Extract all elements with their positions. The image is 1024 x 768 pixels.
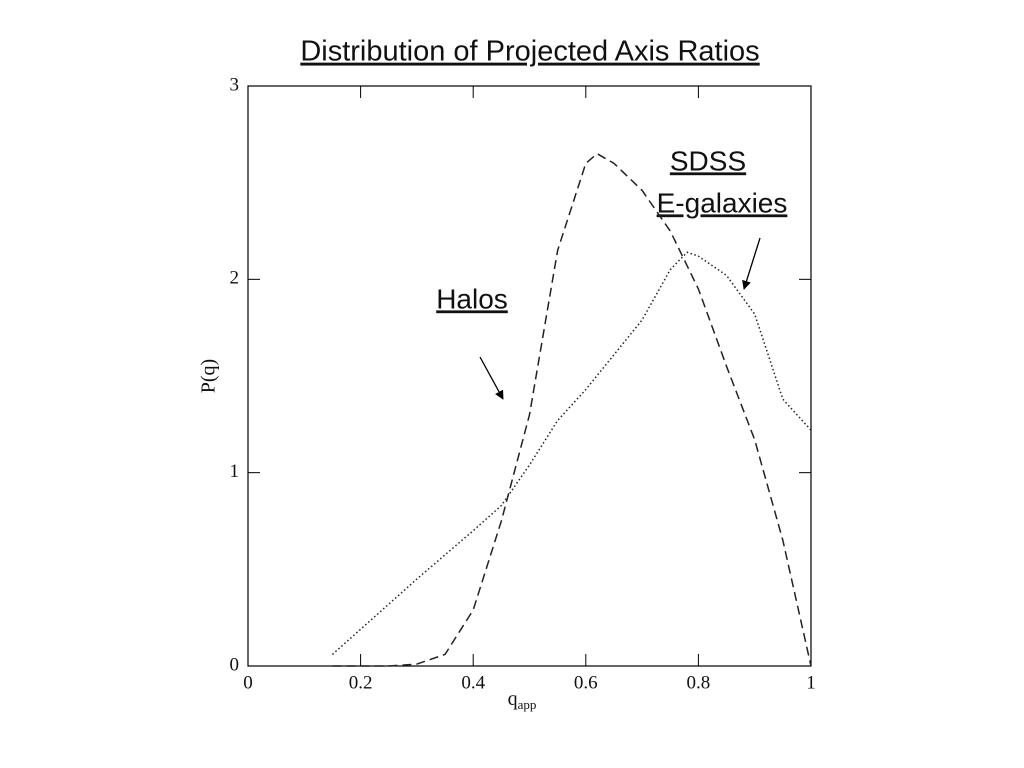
annotation: Halos (436, 283, 508, 314)
x-tick-label: 0.2 (349, 672, 373, 693)
x-label-main: q (508, 688, 518, 710)
x-tick-label: 0.8 (687, 672, 711, 693)
chart-title: Distribution of Projected Axis Ratios (300, 36, 759, 68)
x-axis-label: qapp (508, 688, 537, 712)
y-tick-label: 3 (230, 74, 240, 95)
y-tick-label: 0 (230, 654, 240, 675)
arrow (742, 237, 761, 290)
y-tick-label: 2 (230, 268, 240, 289)
data-line (332, 152, 812, 667)
arrow (479, 356, 504, 400)
annotation: E-galaxies (657, 187, 788, 218)
x-tick-label: 0.6 (574, 672, 598, 693)
x-tick-label: 0 (243, 672, 253, 693)
data-line (331, 251, 812, 655)
y-tick-label: 1 (230, 461, 240, 482)
plot-frame (247, 85, 812, 667)
y-axis-label: P(q) (198, 359, 220, 393)
x-label-sub: app (518, 697, 537, 712)
annotation: SDSS (670, 145, 746, 176)
x-tick-label: 0.4 (461, 672, 485, 693)
x-tick-label: 1 (806, 672, 816, 693)
